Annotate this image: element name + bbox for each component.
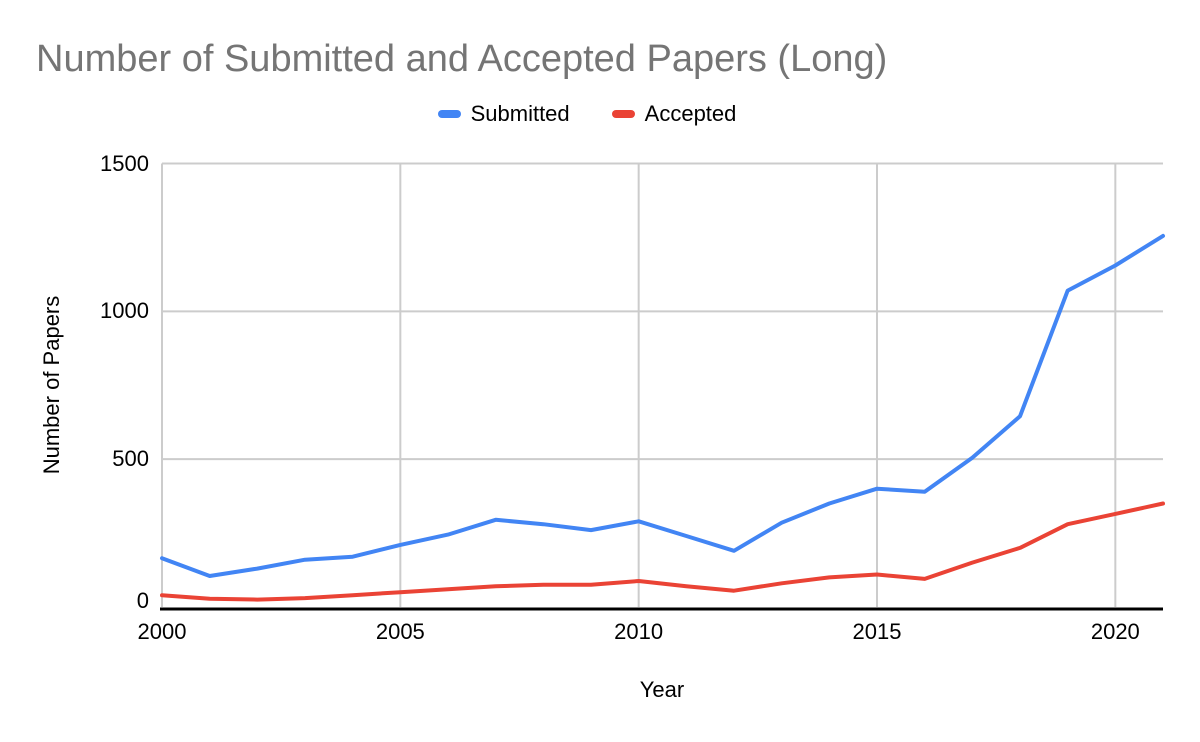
y-tick-label: 500 <box>112 446 149 472</box>
series-line-submitted <box>160 233 1165 578</box>
x-tick-label: 2015 <box>852 619 902 644</box>
x-tick-label: 2000 <box>137 619 187 644</box>
legend-item-submitted: Submitted <box>437 101 570 127</box>
chart-title: Number of Submitted and Accepted Papers … <box>36 38 888 80</box>
legend-label: Accepted <box>644 101 737 126</box>
x-tick-label: 2020 <box>1090 619 1140 644</box>
y-tick-label: 0 <box>136 588 149 613</box>
y-tick-label: 1500 <box>100 150 149 176</box>
y-tick-label: 1000 <box>100 298 149 324</box>
legend-label: Submitted <box>470 101 570 126</box>
legend-swatch-icon <box>611 110 635 118</box>
x-tick-label: 2010 <box>614 619 664 644</box>
y-axis-title: Number of Papers <box>39 295 64 475</box>
series-line-accepted <box>160 501 1165 602</box>
x-tick-label: 2005 <box>375 619 425 644</box>
chart-legend: Submitted Accepted <box>0 101 1174 127</box>
legend-item-accepted: Accepted <box>611 101 737 127</box>
x-axis-title: Year <box>639 677 685 702</box>
legend-swatch-icon <box>437 110 461 118</box>
